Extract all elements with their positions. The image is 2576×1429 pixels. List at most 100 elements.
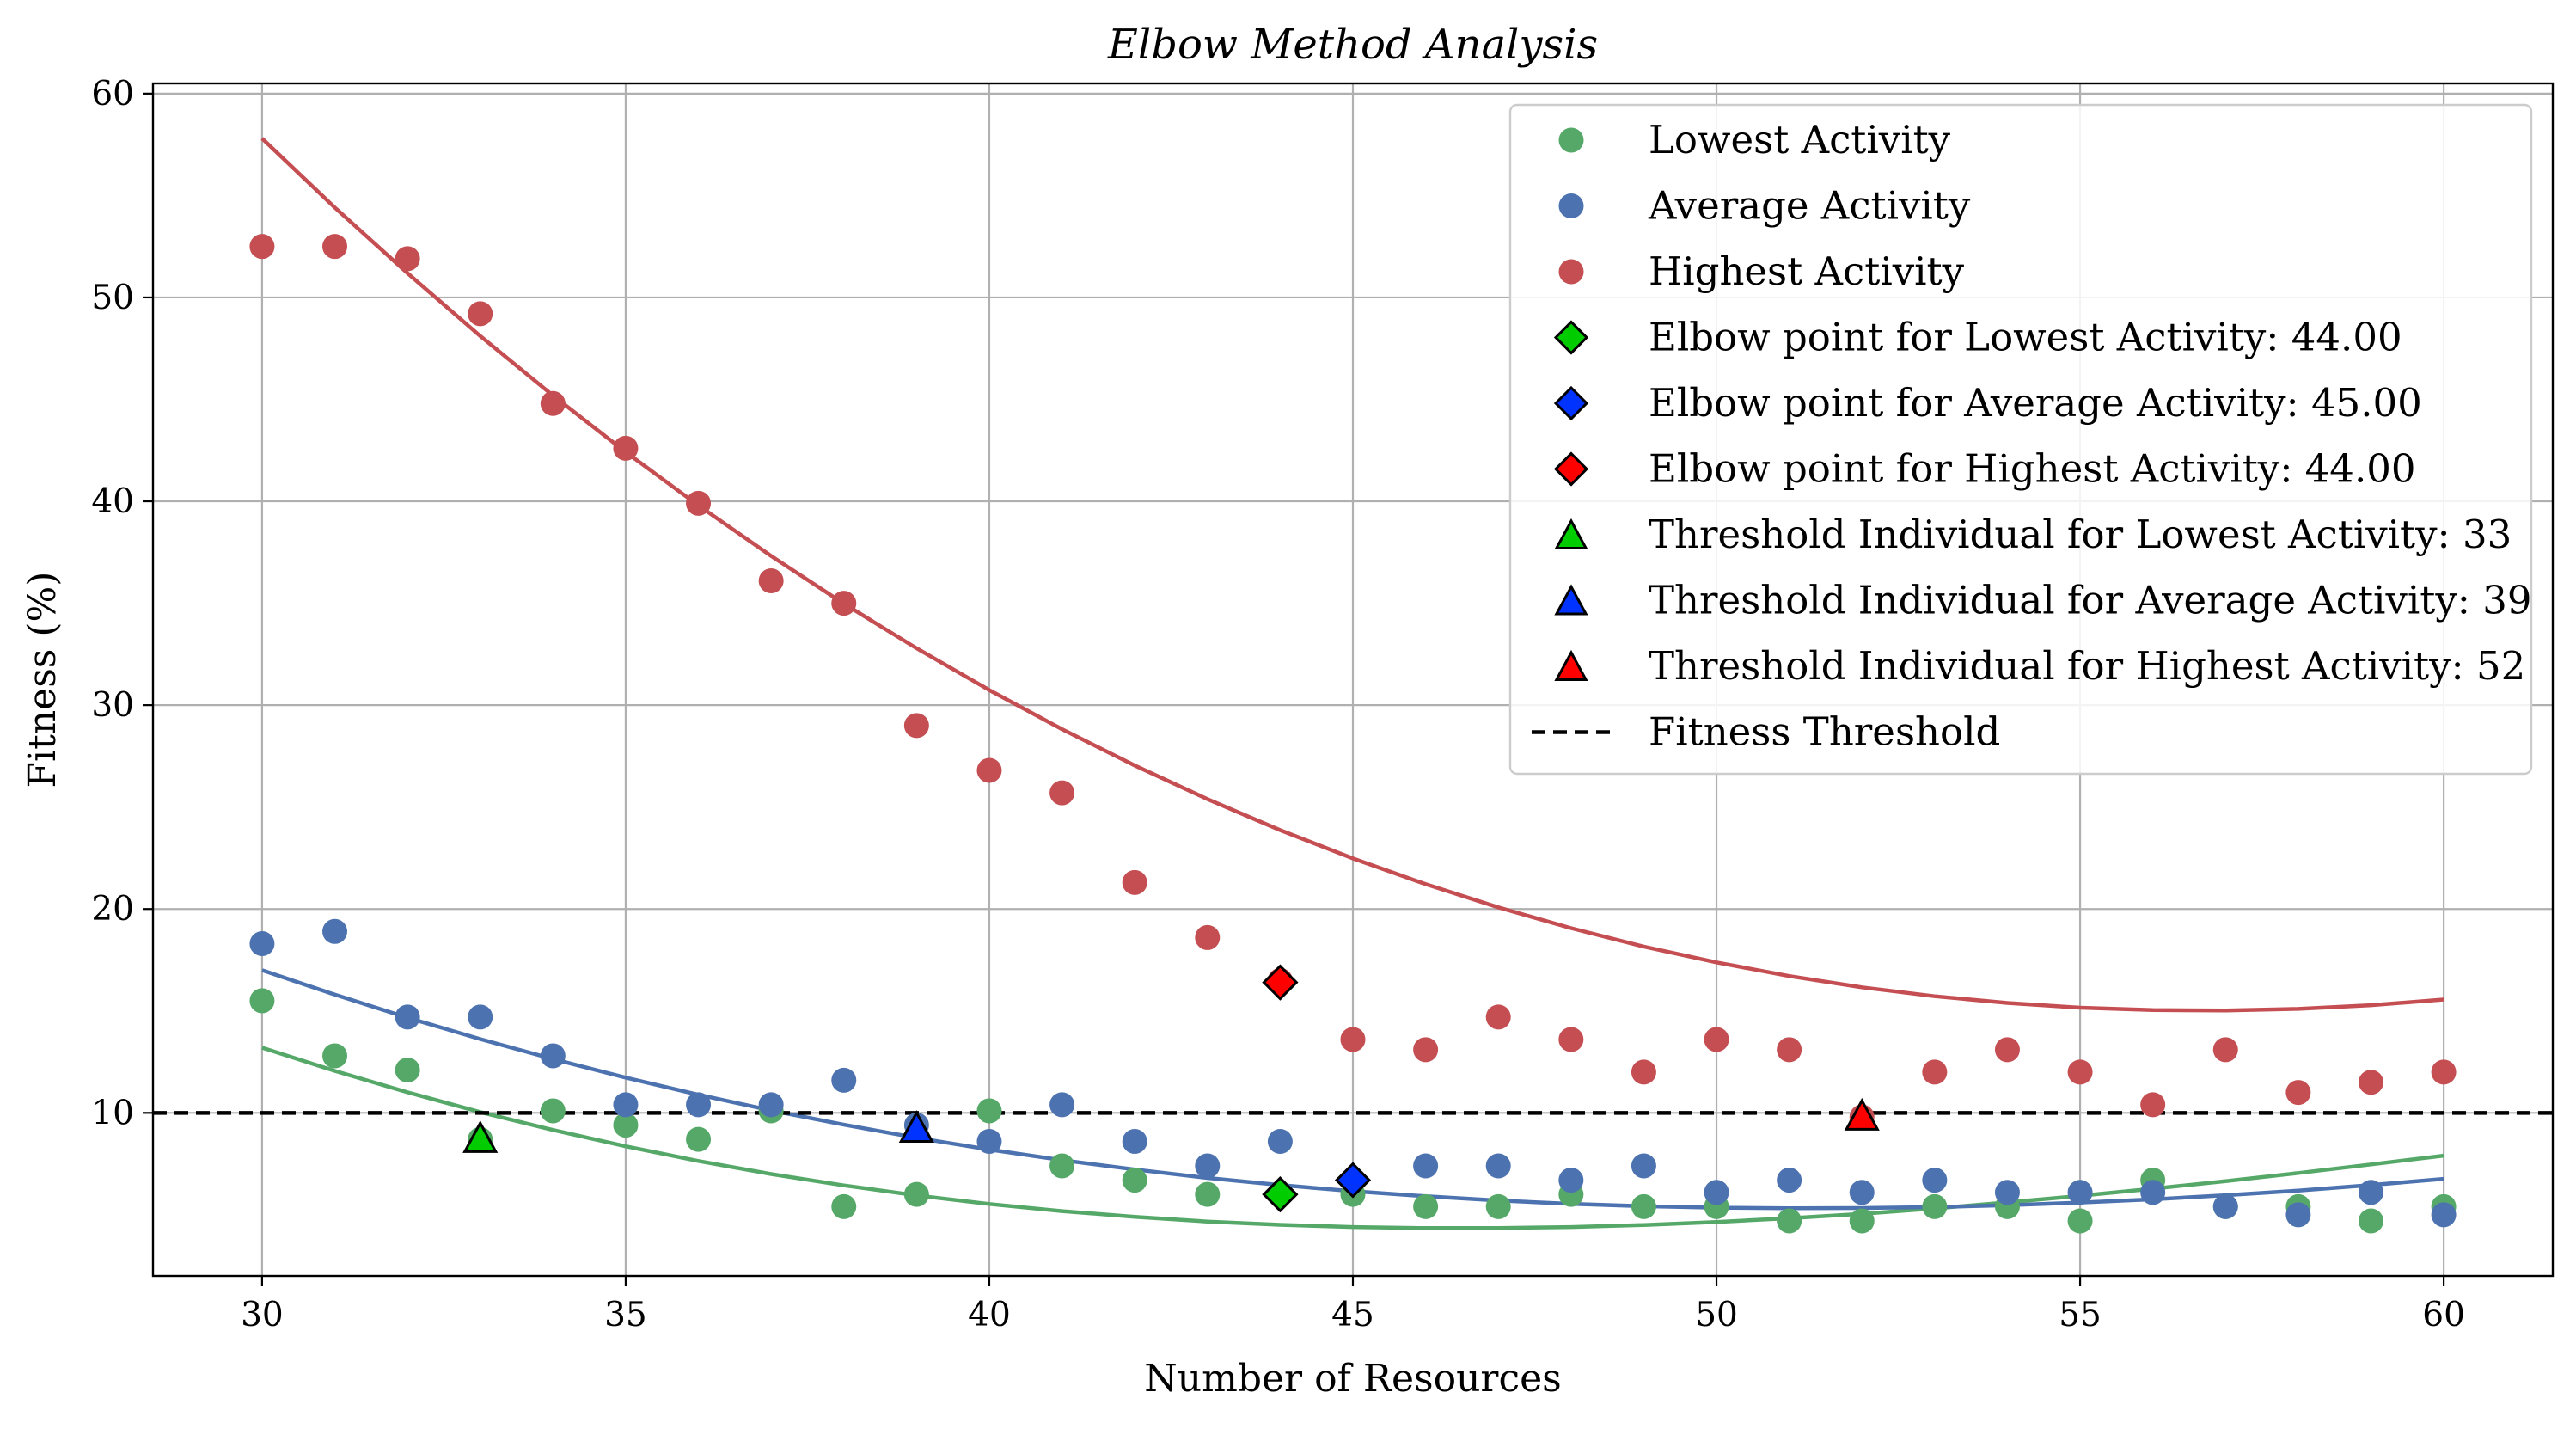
legend: Lowest Activity Average Activity Highest A… bbox=[1508, 103, 2533, 776]
x-tick-label: 60 bbox=[2422, 1296, 2465, 1334]
legend-marker bbox=[1554, 584, 1588, 616]
point-average-activity bbox=[2212, 1193, 2238, 1219]
point-average-activity bbox=[2067, 1180, 2093, 1205]
x-tick-label: 40 bbox=[968, 1296, 1011, 1334]
legend-marker bbox=[1554, 518, 1588, 549]
point-average-activity bbox=[758, 1092, 784, 1118]
point-average-activity bbox=[1122, 1129, 1147, 1155]
point-highest-activity bbox=[1631, 1059, 1656, 1085]
point-average-activity bbox=[1922, 1168, 1948, 1193]
point-lowest-activity bbox=[249, 988, 275, 1014]
point-average-activity bbox=[2285, 1202, 2311, 1228]
point-lowest-activity bbox=[831, 1193, 857, 1219]
elbow-marker bbox=[1262, 964, 1299, 1001]
point-highest-activity bbox=[1558, 1027, 1584, 1052]
legend-marker bbox=[1553, 451, 1589, 487]
point-highest-activity bbox=[395, 246, 420, 272]
point-average-activity bbox=[1994, 1180, 2020, 1205]
legend-box bbox=[1508, 103, 2533, 776]
point-average-activity bbox=[613, 1092, 639, 1118]
point-average-activity bbox=[322, 918, 348, 944]
point-highest-activity bbox=[2212, 1037, 2238, 1063]
legend-marker bbox=[1554, 649, 1588, 681]
point-average-activity bbox=[1049, 1092, 1075, 1118]
point-average-activity bbox=[1195, 1153, 1221, 1179]
point-average-activity bbox=[686, 1092, 712, 1118]
point-highest-activity bbox=[322, 234, 348, 260]
x-tick-label: 50 bbox=[1695, 1296, 1738, 1334]
point-average-activity bbox=[1704, 1180, 1729, 1205]
point-lowest-activity bbox=[395, 1058, 420, 1083]
point-lowest-activity bbox=[1049, 1153, 1075, 1179]
point-lowest-activity bbox=[2358, 1208, 2383, 1234]
point-lowest-activity bbox=[540, 1098, 566, 1124]
y-tick-label: 60 bbox=[91, 75, 134, 113]
point-lowest-activity bbox=[686, 1126, 712, 1152]
x-tick-label: 30 bbox=[241, 1296, 284, 1334]
legend-label: Elbow point for Lowest Activity: 44.00 bbox=[1649, 315, 2402, 360]
legend-marker bbox=[1553, 320, 1589, 355]
legend-label: Threshold Individual for Average Activit… bbox=[1649, 578, 2532, 623]
point-highest-activity bbox=[613, 435, 639, 461]
point-lowest-activity bbox=[1195, 1181, 1221, 1207]
y-tick-label: 10 bbox=[91, 1094, 134, 1132]
x-tick-label: 45 bbox=[1331, 1296, 1374, 1334]
point-average-activity bbox=[540, 1043, 566, 1069]
point-highest-activity bbox=[2285, 1080, 2311, 1106]
y-tick-label: 50 bbox=[91, 279, 134, 317]
point-lowest-activity bbox=[1777, 1208, 1802, 1234]
point-average-activity bbox=[1267, 1129, 1293, 1155]
point-highest-activity bbox=[1195, 924, 1221, 950]
point-lowest-activity bbox=[903, 1181, 929, 1207]
point-highest-activity bbox=[1777, 1037, 1802, 1063]
point-average-activity bbox=[249, 931, 275, 957]
y-tick-label: 30 bbox=[91, 686, 134, 725]
legend-label: Lowest Activity bbox=[1649, 117, 1951, 163]
point-highest-activity bbox=[249, 234, 275, 260]
point-highest-activity bbox=[2067, 1059, 2093, 1085]
legend-label: Highest Activity bbox=[1649, 248, 1965, 294]
legend-label: Elbow point for Average Activity: 45.00 bbox=[1649, 380, 2422, 426]
point-highest-activity bbox=[1485, 1004, 1511, 1030]
highlight-markers bbox=[462, 964, 1880, 1213]
point-highest-activity bbox=[758, 568, 784, 594]
point-lowest-activity bbox=[1631, 1193, 1656, 1219]
point-average-activity bbox=[1485, 1153, 1511, 1179]
point-highest-activity bbox=[1340, 1027, 1366, 1052]
point-average-activity bbox=[395, 1004, 420, 1030]
legend-label: Fitness Threshold bbox=[1649, 709, 2000, 755]
point-highest-activity bbox=[1049, 780, 1075, 806]
legend-label: Threshold Individual for Highest Activit… bbox=[1649, 643, 2525, 689]
point-highest-activity bbox=[1704, 1027, 1729, 1052]
threshold-marker bbox=[1844, 1097, 1880, 1131]
point-average-activity bbox=[976, 1129, 1002, 1155]
point-average-activity bbox=[1849, 1180, 1875, 1205]
point-highest-activity bbox=[2140, 1092, 2166, 1118]
point-lowest-activity bbox=[1849, 1208, 1875, 1234]
point-average-activity bbox=[468, 1004, 493, 1030]
point-lowest-activity bbox=[1413, 1193, 1439, 1219]
point-average-activity bbox=[2431, 1202, 2457, 1228]
point-highest-activity bbox=[1122, 869, 1147, 895]
legend-marker bbox=[1553, 385, 1589, 421]
point-highest-activity bbox=[976, 757, 1002, 783]
y-axis-label: Fitness (%) bbox=[21, 572, 64, 788]
point-highest-activity bbox=[2358, 1070, 2383, 1095]
point-lowest-activity bbox=[1922, 1193, 1948, 1219]
point-highest-activity bbox=[686, 490, 712, 516]
legend-marker bbox=[1558, 259, 1584, 285]
point-lowest-activity bbox=[2067, 1208, 2093, 1234]
threshold-marker bbox=[462, 1120, 499, 1153]
point-highest-activity bbox=[1922, 1059, 1948, 1085]
point-average-activity bbox=[2140, 1180, 2166, 1205]
point-average-activity bbox=[831, 1067, 857, 1093]
point-highest-activity bbox=[831, 591, 857, 616]
point-average-activity bbox=[2358, 1180, 2383, 1205]
legend-marker bbox=[1558, 127, 1584, 153]
y-tick-label: 20 bbox=[91, 890, 134, 929]
point-average-activity bbox=[1413, 1153, 1439, 1179]
x-tick-label: 55 bbox=[2059, 1296, 2102, 1334]
point-highest-activity bbox=[1994, 1037, 2020, 1063]
point-lowest-activity bbox=[322, 1043, 348, 1069]
